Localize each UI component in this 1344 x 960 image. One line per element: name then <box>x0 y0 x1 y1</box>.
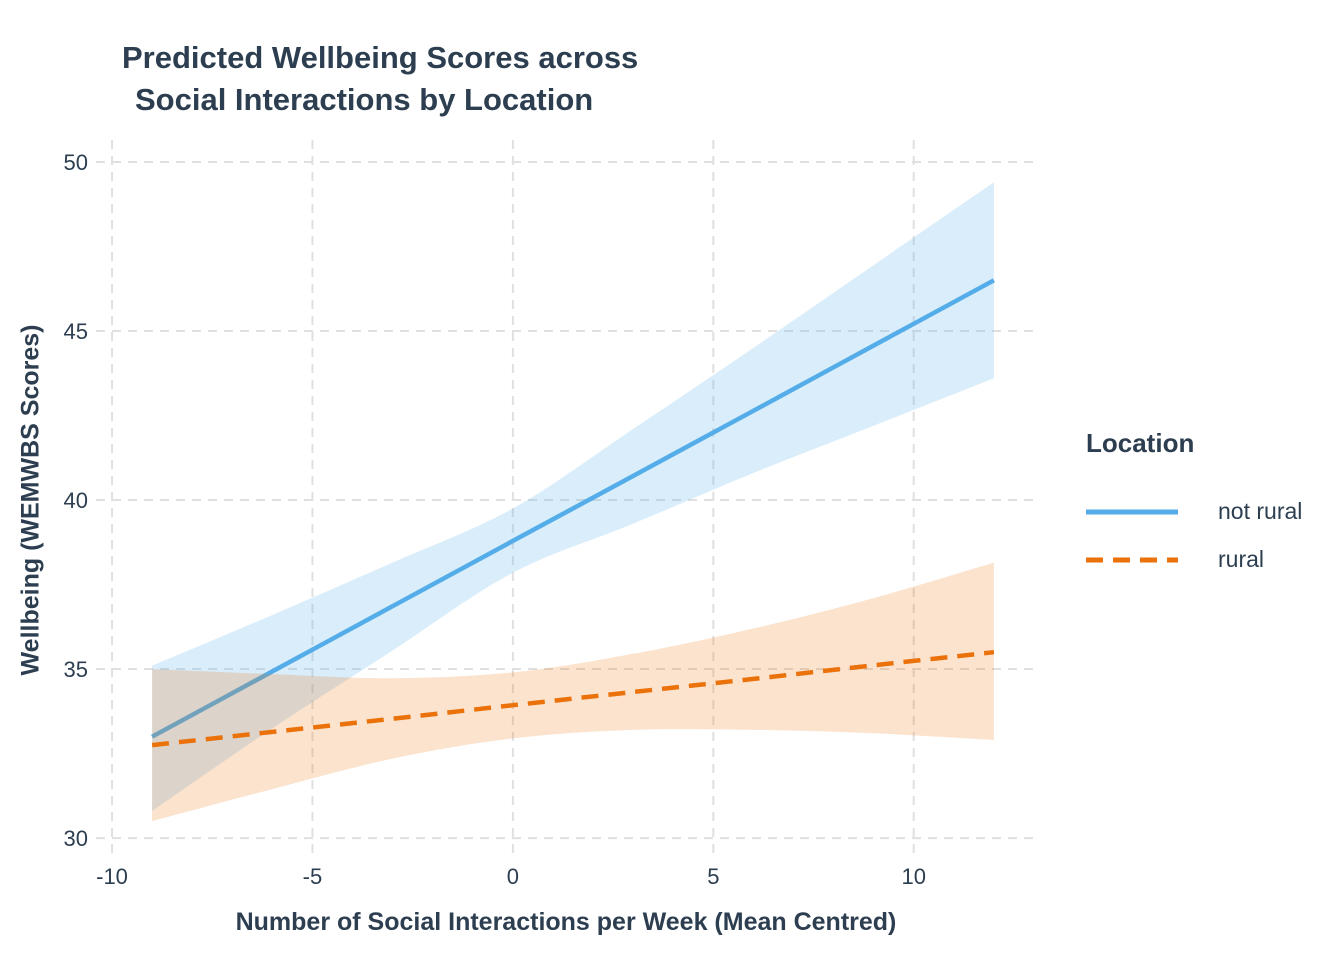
y-tick-label: 35 <box>64 657 88 682</box>
tick-labels: -10 -5 0 5 10 30 35 40 45 50 <box>64 150 926 889</box>
legend-key-dashed-line-icon <box>1086 557 1178 562</box>
x-tick-label: 10 <box>901 864 925 889</box>
chart-title: Predicted Wellbeing Scores across Social… <box>122 37 638 121</box>
series-layer <box>151 182 995 822</box>
confidence-ribbon-not-rural <box>152 182 994 812</box>
legend-label-not-rural: not rural <box>1218 498 1303 524</box>
legend-entry-not-rural: not rural <box>1086 498 1303 524</box>
y-tick-label: 50 <box>64 150 88 175</box>
legend-label-rural: rural <box>1218 546 1265 572</box>
y-tick-label: 40 <box>64 488 88 513</box>
x-tick-label: -5 <box>303 864 323 889</box>
chart-title-line-1: Predicted Wellbeing Scores across <box>122 40 639 75</box>
x-axis-title: Number of Social Interactions per Week (… <box>235 908 897 936</box>
y-axis-title: Wellbeing (WEMWBS Scores) <box>16 324 45 676</box>
x-tick-label: 5 <box>707 864 719 889</box>
y-tick-label: 45 <box>64 319 88 344</box>
x-tick-label: 0 <box>507 864 519 889</box>
chart-title-line-2: Social Interactions by Location <box>135 82 594 117</box>
legend-key-solid-line-icon <box>1086 509 1178 514</box>
legend-title: Location <box>1086 428 1195 458</box>
gridlines <box>96 140 1036 856</box>
legend: Location not rural rural <box>1086 428 1302 595</box>
x-tick-label: -10 <box>96 864 128 889</box>
trend-line-not-rural <box>151 278 995 739</box>
confidence-ribbon-rural <box>152 562 994 822</box>
trend-line-rural <box>151 649 995 748</box>
y-tick-label: 30 <box>64 826 88 851</box>
legend-entry-rural: rural <box>1086 546 1302 572</box>
